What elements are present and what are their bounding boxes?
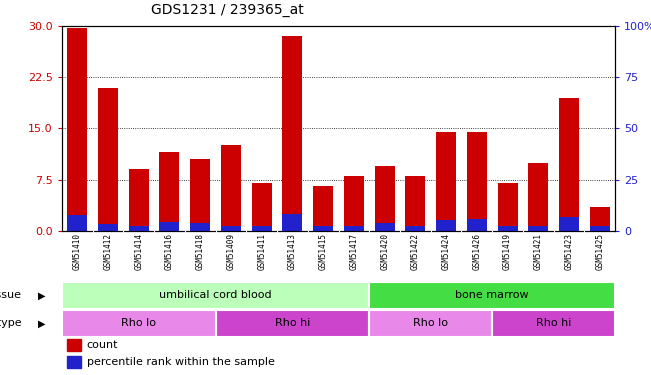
Bar [98,225,118,231]
FancyBboxPatch shape [215,310,369,337]
Text: percentile rank within the sample: percentile rank within the sample [87,357,275,367]
Text: GSM51410: GSM51410 [73,233,82,270]
Text: GSM51420: GSM51420 [380,233,389,270]
Bar [559,217,579,231]
Text: Rho hi: Rho hi [536,318,572,328]
Text: cell type: cell type [0,318,21,328]
Bar [374,166,395,231]
Bar [190,159,210,231]
Bar [406,176,425,231]
Text: GSM51424: GSM51424 [441,233,450,270]
FancyBboxPatch shape [369,282,615,309]
Bar [436,132,456,231]
Bar [252,225,271,231]
Text: GDS1231 / 239365_at: GDS1231 / 239365_at [152,3,304,18]
Bar [467,132,487,231]
Bar [67,28,87,231]
Text: count: count [87,340,118,350]
Bar [159,152,180,231]
Bar [559,98,579,231]
Bar [344,225,364,231]
Text: GSM51421: GSM51421 [534,233,543,270]
Bar [406,225,425,231]
Text: Rho lo: Rho lo [121,318,156,328]
Text: ▶: ▶ [38,318,46,328]
Text: GSM51416: GSM51416 [165,233,174,270]
Bar [68,339,81,351]
Text: GSM51419: GSM51419 [503,233,512,270]
Text: GSM51425: GSM51425 [595,233,604,270]
Bar [283,214,303,231]
Text: tissue: tissue [0,290,21,300]
Text: GSM51412: GSM51412 [104,233,113,270]
Bar [159,222,180,231]
FancyBboxPatch shape [492,310,615,337]
Bar [436,220,456,231]
Text: Rho lo: Rho lo [413,318,449,328]
Text: GSM51411: GSM51411 [257,233,266,270]
Text: GSM51423: GSM51423 [564,233,574,270]
Bar [590,207,610,231]
Text: GSM51415: GSM51415 [318,233,327,270]
Bar [497,225,518,231]
Bar [467,219,487,231]
Bar [283,36,303,231]
Text: GSM51413: GSM51413 [288,233,297,270]
Bar [221,146,241,231]
FancyBboxPatch shape [369,310,492,337]
Text: Rho hi: Rho hi [275,318,310,328]
Text: bone marrow: bone marrow [456,290,529,300]
Bar [221,225,241,231]
Bar [68,356,81,368]
FancyBboxPatch shape [62,310,215,337]
Text: GSM51414: GSM51414 [134,233,143,270]
Text: ▶: ▶ [38,290,46,300]
Bar [529,225,548,231]
Text: GSM51418: GSM51418 [196,233,204,270]
Text: umbilical cord blood: umbilical cord blood [159,290,272,300]
Bar [590,225,610,231]
Bar [497,183,518,231]
Bar [252,183,271,231]
Bar [98,88,118,231]
Bar [374,224,395,231]
Bar [529,162,548,231]
Bar [129,170,148,231]
Bar [190,224,210,231]
Bar [129,225,148,231]
Text: GSM51417: GSM51417 [350,233,359,270]
Bar [67,215,87,231]
Text: GSM51409: GSM51409 [227,233,236,270]
Bar [313,225,333,231]
Text: GSM51422: GSM51422 [411,233,420,270]
Bar [344,176,364,231]
FancyBboxPatch shape [62,282,369,309]
Text: GSM51426: GSM51426 [473,233,481,270]
Bar [313,186,333,231]
